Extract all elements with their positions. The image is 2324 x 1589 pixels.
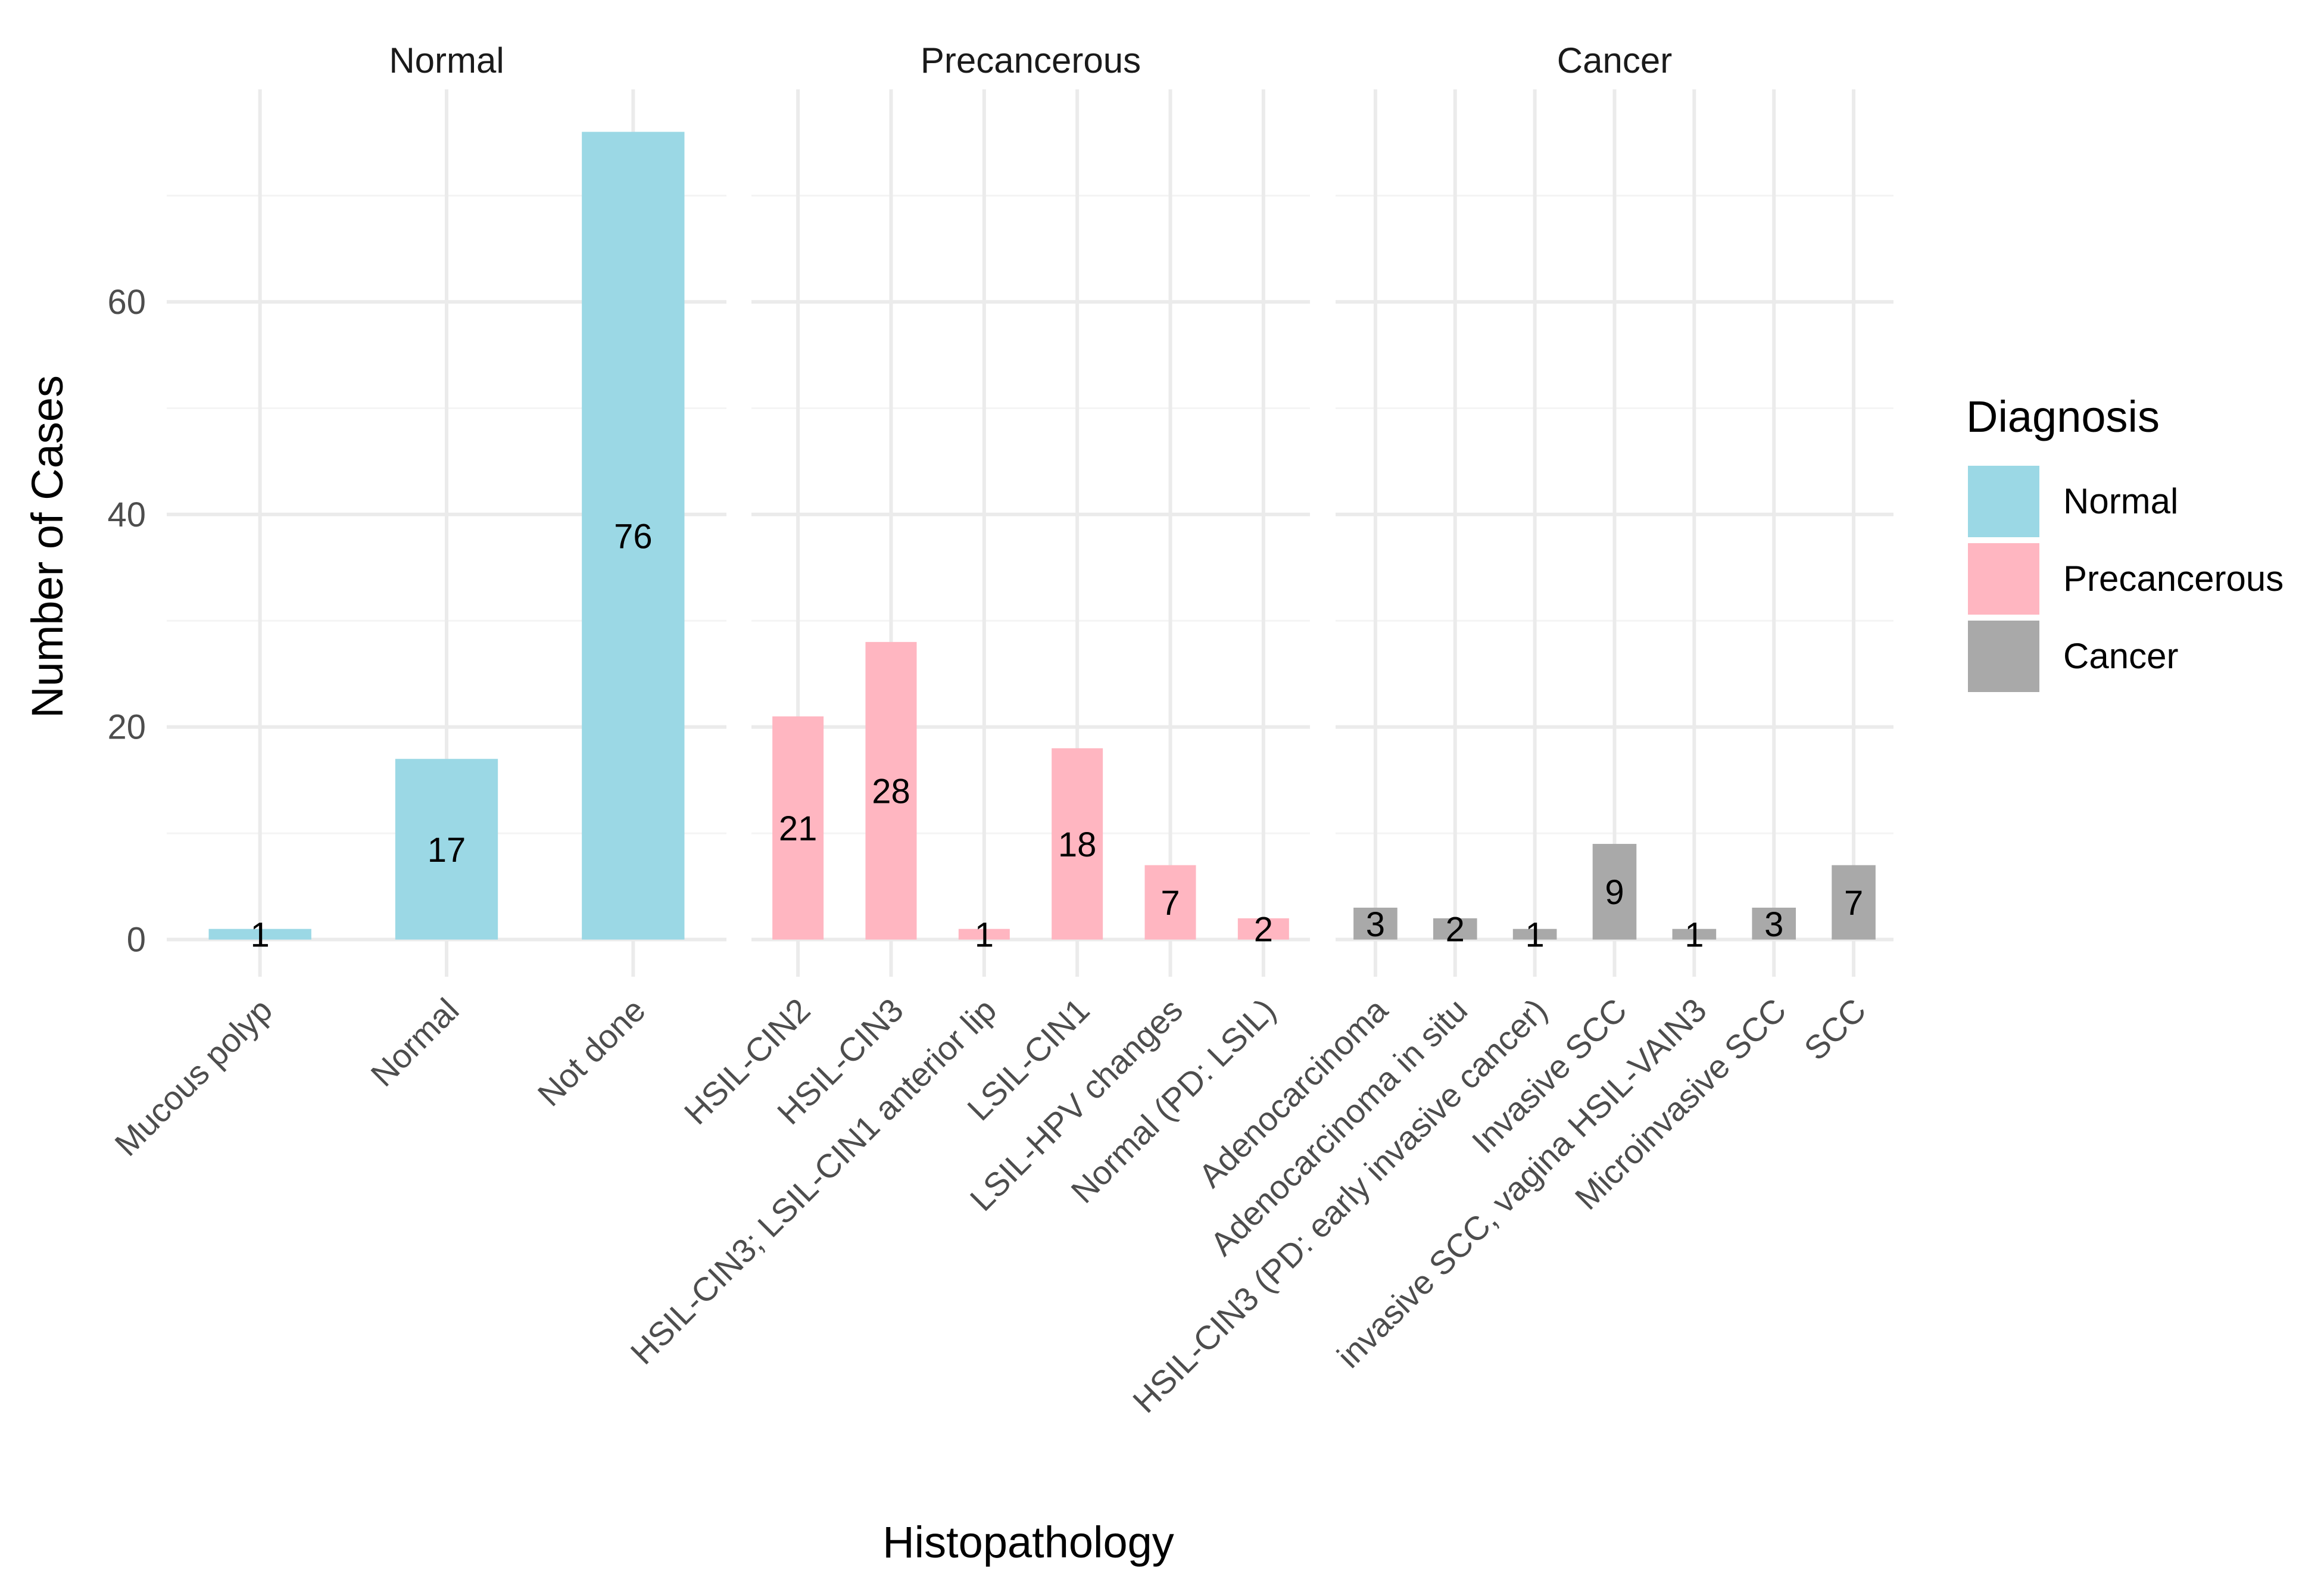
bar-value-label: 17 xyxy=(428,831,466,870)
bar xyxy=(1353,908,1397,940)
x-tick-label: Normal xyxy=(363,991,466,1093)
bar xyxy=(1144,865,1196,940)
legend-item-cancer: Cancer xyxy=(1968,621,2178,692)
y-tick-label: 0 xyxy=(127,921,146,959)
bar-value-label: 18 xyxy=(1058,825,1097,864)
y-tick-label: 60 xyxy=(107,283,146,322)
bar xyxy=(772,716,824,940)
bar-value-label: 28 xyxy=(872,772,910,811)
legend-item-precancerous: Precancerous xyxy=(1968,543,2284,615)
bar-value-label: 3 xyxy=(1764,905,1783,944)
bar-value-label: 1 xyxy=(975,916,994,955)
bar xyxy=(1592,843,1637,940)
y-axis: 0 20 40 60 xyxy=(107,283,146,959)
bar-value-label: 9 xyxy=(1605,873,1624,912)
bar-value-label: 2 xyxy=(1446,911,1465,949)
bar xyxy=(1672,929,1717,940)
legend-swatch xyxy=(1968,466,2039,537)
bar xyxy=(1752,908,1796,940)
bar xyxy=(865,641,917,940)
x-tick-label: Not done xyxy=(531,991,653,1113)
bar-value-label: 21 xyxy=(779,809,818,848)
bar xyxy=(1052,748,1103,940)
legend-swatch xyxy=(1968,543,2039,615)
panel-normal: Normal 1 Mucous polyp 17 Normal 76 Not done xyxy=(107,40,726,1163)
bar-value-label: 7 xyxy=(1161,884,1180,923)
bar-value-label: 1 xyxy=(1526,916,1545,955)
bar xyxy=(582,132,685,940)
bar xyxy=(395,759,498,940)
x-tick-label: SCC xyxy=(1796,991,1873,1067)
bar-value-label: 1 xyxy=(251,916,270,955)
x-axis-title: Histopathology xyxy=(882,1518,1174,1567)
legend-item-normal: Normal xyxy=(1968,466,2178,537)
y-axis-title: Number of Cases xyxy=(23,375,72,718)
bar xyxy=(1832,865,1876,940)
bar xyxy=(1433,918,1477,940)
bar xyxy=(1237,918,1289,940)
legend: Diagnosis Normal Precancerous Cancer xyxy=(1966,392,2284,692)
bar-value-label: 7 xyxy=(1844,884,1863,923)
facet-title: Normal xyxy=(389,40,504,80)
x-tick-label: HSIL-CIN3; LSIL-CIN1 anterior lip xyxy=(623,991,1004,1372)
bar xyxy=(958,929,1010,940)
facet-title: Precancerous xyxy=(921,40,1141,80)
legend-label: Cancer xyxy=(2063,636,2178,676)
x-tick-label: Mucous polyp xyxy=(107,991,279,1163)
bar-value-label: 1 xyxy=(1684,916,1704,955)
legend-label: Normal xyxy=(2063,481,2178,521)
bar-value-label: 76 xyxy=(614,517,653,556)
legend-swatch xyxy=(1968,621,2039,692)
bar xyxy=(1512,929,1557,940)
legend-title: Diagnosis xyxy=(1966,392,2160,441)
bar-value-label: 2 xyxy=(1254,911,1273,949)
facet-title: Cancer xyxy=(1557,40,1672,80)
y-tick-label: 20 xyxy=(107,708,146,747)
y-tick-label: 40 xyxy=(107,496,146,534)
bar xyxy=(208,929,311,940)
legend-label: Precancerous xyxy=(2063,559,2284,599)
bar-value-label: 3 xyxy=(1366,905,1385,944)
